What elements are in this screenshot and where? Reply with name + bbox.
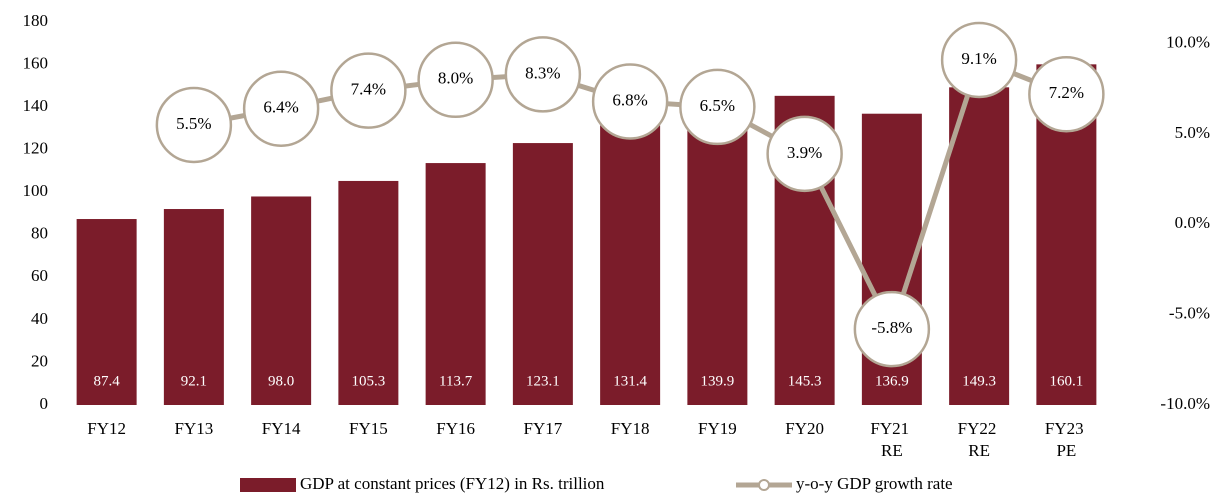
growth-point (155, 86, 233, 164)
bar-value-label: 92.1 (181, 373, 207, 389)
y2-tick-label: 0.0% (1175, 213, 1210, 232)
y-tick-label: 80 (31, 224, 48, 243)
legend-label: GDP at constant prices (FY12) in Rs. tri… (300, 474, 605, 493)
x-tick-label: FY18 (611, 419, 650, 438)
y-tick-label: 100 (23, 181, 49, 200)
legend-marker (758, 479, 770, 491)
growth-point (940, 21, 1018, 99)
y-tick-label: 120 (23, 139, 49, 158)
growth-value-label: 9.1% (961, 49, 996, 68)
growth-point (504, 36, 582, 113)
legend-label: y-o-y GDP growth rate (796, 474, 953, 493)
growth-value-label: 8.0% (438, 69, 473, 88)
growth-value-label: 7.4% (351, 80, 386, 99)
x-tick-label: FY23 PE (1045, 419, 1088, 460)
y2-tick-label: 5.0% (1175, 123, 1210, 142)
bar (76, 219, 137, 405)
x-tick-label: FY20 (785, 419, 824, 438)
x-tick-label: FY12 (87, 419, 126, 438)
bar (949, 87, 1010, 405)
x-tick-line: FY21 (870, 419, 913, 438)
y-tick-label: 0 (40, 394, 49, 413)
bar (687, 107, 748, 406)
x-tick-line: PE (1056, 441, 1076, 460)
growth-value-label: 8.3% (525, 63, 560, 82)
growth-point (591, 63, 669, 140)
y2-tick-label: -5.0% (1169, 304, 1210, 323)
bar (600, 125, 661, 405)
y-tick-label: 60 (31, 266, 48, 285)
x-tick-label: FY19 (698, 419, 737, 438)
growth-point (1028, 56, 1105, 133)
y-tick-label: 20 (31, 351, 48, 370)
bar (425, 163, 486, 405)
bar-value-label: 131.4 (613, 373, 647, 389)
growth-value-label: 6.4% (263, 98, 298, 117)
x-tick-line: RE (881, 441, 903, 460)
y2-tick-label: -10.0% (1160, 394, 1210, 413)
growth-value-label: 7.2% (1049, 83, 1084, 102)
y-tick-label: 140 (23, 96, 49, 115)
bar-value-label: 123.1 (526, 373, 560, 389)
legend-swatch (240, 478, 296, 492)
y-tick-label: 160 (23, 53, 49, 72)
bar (512, 143, 573, 405)
x-tick-line: FY22 (958, 419, 1001, 438)
x-tick-label: FY22 RE (958, 419, 1001, 460)
x-tick-line: FY23 (1045, 419, 1088, 438)
x-tick-label: FY17 (524, 419, 563, 438)
y-tick-label: 40 (31, 309, 48, 328)
x-tick-label: FY13 (175, 419, 214, 438)
bar-value-label: 113.7 (439, 373, 473, 389)
growth-value-label: 5.5% (176, 114, 211, 133)
growth-point (242, 70, 320, 147)
bar (163, 209, 224, 405)
x-tick-line: RE (968, 441, 990, 460)
growth-point (330, 52, 407, 129)
growth-point (766, 115, 843, 193)
growth-value-label: 6.8% (612, 90, 647, 109)
bar-value-label: 98.0 (268, 373, 294, 389)
growth-point (853, 290, 931, 368)
bar-value-label: 160.1 (1050, 373, 1084, 389)
y-tick-label: 180 (23, 11, 49, 30)
bar (251, 196, 312, 405)
bar-value-label: 139.9 (701, 373, 735, 389)
x-tick-label: FY14 (262, 419, 301, 438)
x-tick-label: FY16 (436, 419, 475, 438)
bar-value-label: 136.9 (875, 373, 909, 389)
bar-value-label: 87.4 (94, 373, 121, 389)
growth-point (679, 68, 756, 146)
y2-tick-label: 10.0% (1166, 33, 1210, 52)
bar-value-label: 149.3 (962, 373, 996, 389)
growth-value-label: 3.9% (787, 143, 822, 162)
growth-value-label: -5.8% (871, 318, 912, 337)
x-tick-label: FY21 RE (870, 419, 913, 460)
growth-value-label: 6.5% (700, 96, 735, 115)
bar-value-label: 105.3 (352, 373, 386, 389)
growth-point (417, 41, 494, 119)
bar-value-label: 145.3 (788, 373, 822, 389)
x-tick-label: FY15 (349, 419, 388, 438)
bar (338, 180, 399, 405)
